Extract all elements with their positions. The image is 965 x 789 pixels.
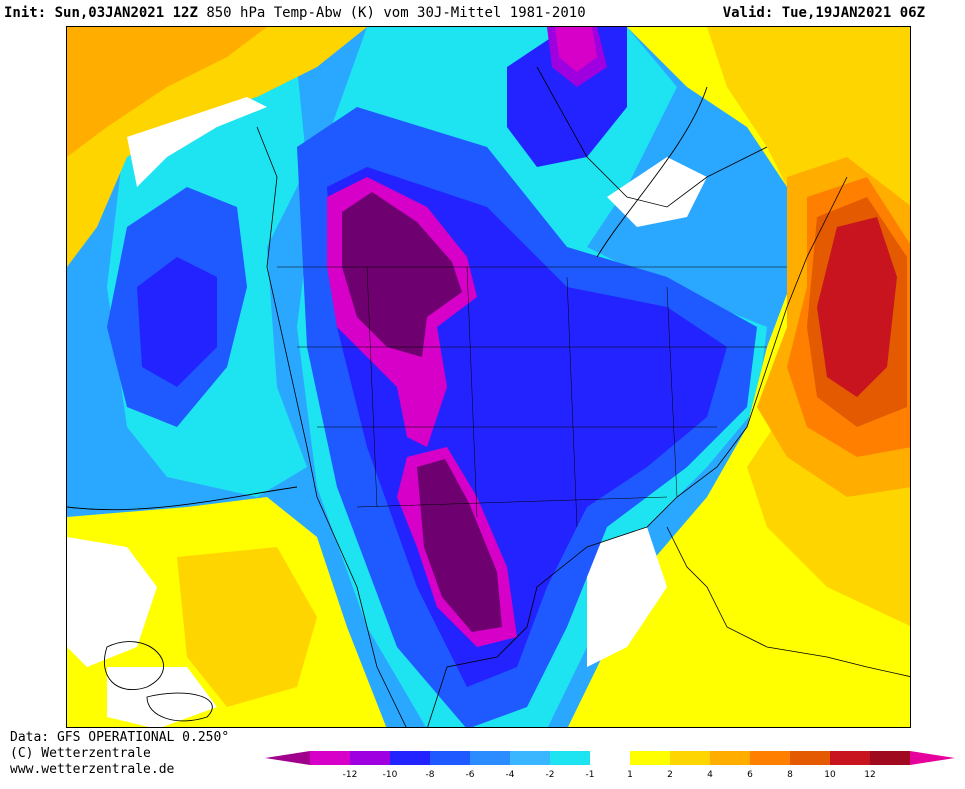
white-gulf	[587, 527, 667, 667]
legend-color-swatch	[550, 751, 591, 765]
legend-tick-label: -6	[466, 770, 475, 780]
state-borders	[277, 266, 787, 528]
legend-color-swatch	[390, 751, 431, 765]
legend-tick-label: 10	[824, 770, 836, 780]
legend-color-swatch	[510, 751, 551, 765]
legend-color-swatch	[350, 751, 391, 765]
legend-tick-label: -10	[383, 770, 398, 780]
map-svg	[67, 27, 910, 727]
legend-max-arrow	[910, 751, 955, 765]
legend-color-swatch	[630, 751, 671, 765]
legend-color-swatch	[430, 751, 471, 765]
legend-tick-label: 8	[787, 770, 793, 780]
white-band-nw	[127, 97, 267, 187]
valid-date: Tue,19JAN2021 06Z	[781, 5, 925, 21]
anomaly-map	[66, 26, 911, 728]
init-label: Init:	[4, 5, 47, 21]
valid-label: Valid:	[722, 5, 774, 21]
data-source-label: Data: GFS OPERATIONAL 0.250°	[10, 730, 230, 745]
white-labrador	[607, 157, 707, 227]
legend-tick-label: 12	[864, 770, 875, 780]
legend-tick-label: 1	[627, 770, 633, 780]
legend-tick-label: -4	[506, 770, 515, 780]
legend-tick-label: -8	[426, 770, 435, 780]
deep-blue-west	[137, 257, 217, 387]
warm-southwest-core	[177, 547, 317, 707]
color-legend: -12 -10 -8 -6 -4 -2 -1 1 2 4 6 8 10 12	[265, 751, 955, 780]
legend-color-swatch	[710, 751, 751, 765]
legend-min-arrow	[265, 751, 310, 765]
init-date: Sun,03JAN2021 12Z	[54, 5, 198, 21]
legend-color-swatch	[750, 751, 791, 765]
warm-pacific-edge	[67, 27, 267, 157]
zero-contours	[67, 86, 708, 722]
white-patch-sw	[67, 537, 157, 667]
legend-tick-label: 6	[747, 770, 753, 780]
legend-tick-label: 4	[707, 770, 713, 780]
legend-tick-label: 2	[667, 770, 673, 780]
legend-color-swatch	[470, 751, 511, 765]
legend-tick-label: -12	[343, 770, 358, 780]
legend-color-swatch	[790, 751, 831, 765]
cold-hudson-magenta	[555, 27, 597, 72]
chart-title: 850 hPa Temp-Abw (K) vom 30J-Mittel 1981…	[206, 5, 586, 21]
website-link[interactable]: www.wetterzentrale.de	[10, 762, 175, 777]
cold-texas-core	[417, 459, 502, 632]
header-valid: Valid: Tue,19JAN2021 06Z	[723, 5, 925, 21]
white-patch-sw2	[107, 667, 217, 727]
legend-color-swatch	[590, 751, 631, 765]
legend-color-swatch	[870, 751, 911, 765]
legend-color-swatch	[310, 751, 351, 765]
header-init-valid: Init: Sun,03JAN2021 12Z 850 hPa Temp-Abw…	[4, 5, 586, 21]
legend-color-swatch	[830, 751, 871, 765]
legend-tick-label: -1	[586, 770, 595, 780]
cold-rockies-core	[342, 192, 462, 357]
warm-atlantic-core	[817, 217, 897, 397]
legend-color-swatch	[670, 751, 711, 765]
copyright-label: (C) Wetterzentrale	[10, 746, 151, 761]
legend-tick-label: -2	[546, 770, 555, 780]
